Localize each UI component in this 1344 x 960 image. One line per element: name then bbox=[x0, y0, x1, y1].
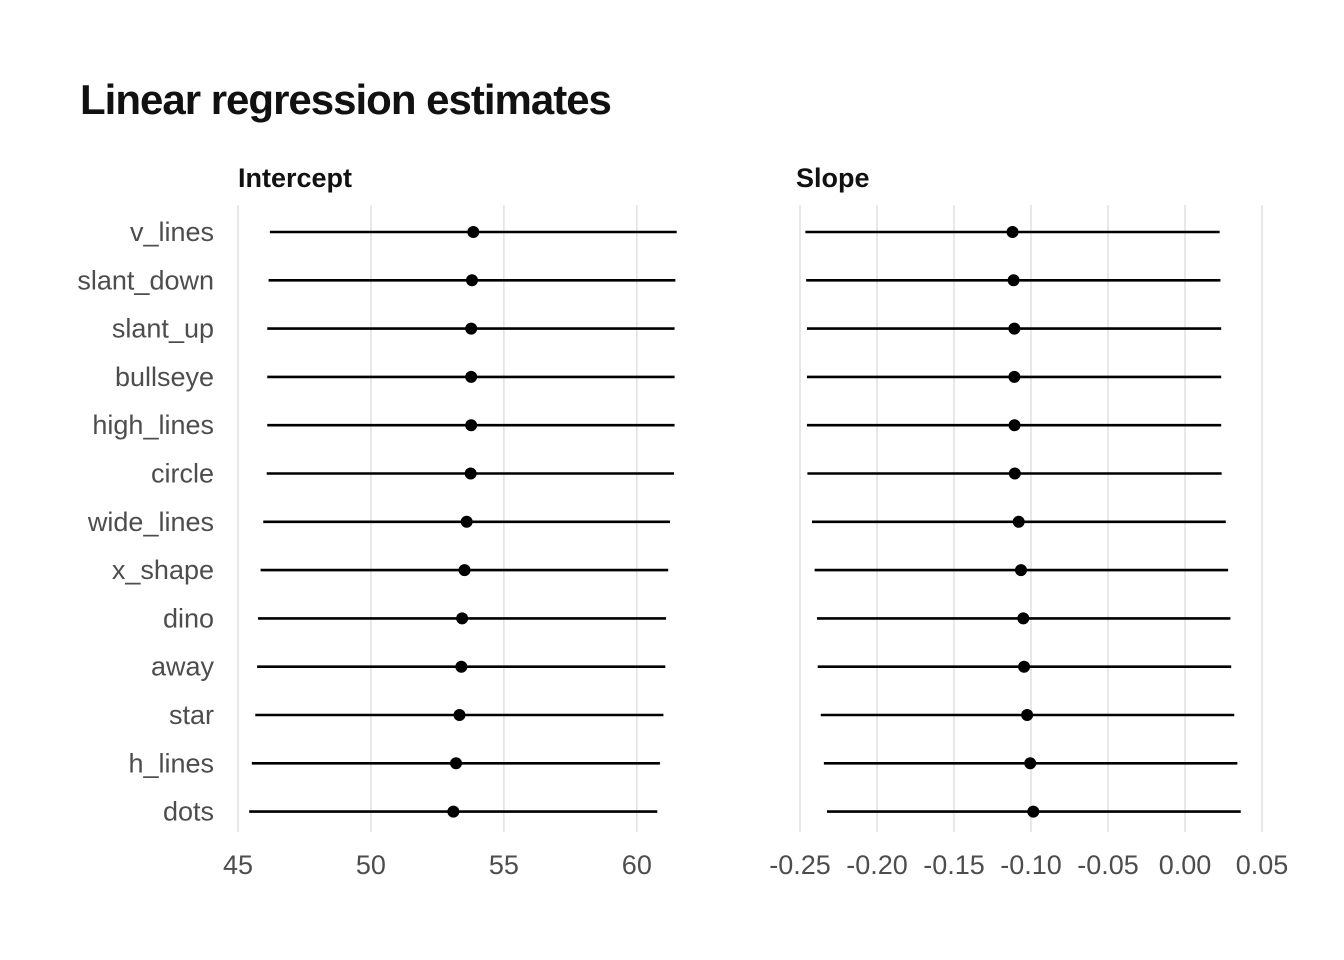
point-intercept-away bbox=[455, 660, 468, 673]
point-slope-slant-down bbox=[1007, 274, 1020, 287]
point-slope-high-lines bbox=[1008, 419, 1021, 432]
category-labels: v_lines slant_down slant_up bullseye high_li… bbox=[77, 217, 214, 827]
category-label-slant-down: slant_down bbox=[77, 265, 214, 295]
category-label-dots: dots bbox=[163, 797, 214, 827]
tick-label-slope-3: -0.10 bbox=[1000, 850, 1062, 880]
tick-label-slope-0: -0.25 bbox=[769, 850, 831, 880]
point-intercept-circle bbox=[464, 467, 477, 480]
point-intercept-dino bbox=[456, 612, 469, 625]
tick-label-intercept-1: 50 bbox=[356, 850, 386, 880]
point-intercept-slant-down bbox=[465, 274, 478, 287]
category-label-star: star bbox=[169, 700, 214, 730]
tick-label-slope-4: -0.05 bbox=[1077, 850, 1139, 880]
category-label-slant-up: slant_up bbox=[112, 314, 214, 344]
tick-label-slope-2: -0.15 bbox=[923, 850, 985, 880]
tick-label-slope-6: 0.05 bbox=[1236, 850, 1289, 880]
point-intercept-v-lines bbox=[467, 226, 480, 238]
point-intercept-x-shape bbox=[458, 564, 471, 577]
chart-title: Linear regression estimates bbox=[80, 76, 611, 123]
point-slope-circle bbox=[1008, 467, 1021, 480]
point-slope-wide-lines bbox=[1012, 515, 1025, 528]
category-label-v-lines: v_lines bbox=[130, 217, 214, 247]
category-label-high-lines: high_lines bbox=[92, 410, 214, 440]
point-slope-away bbox=[1018, 660, 1031, 673]
point-slope-dots bbox=[1027, 805, 1040, 818]
category-label-h-lines: h_lines bbox=[128, 748, 214, 778]
point-slope-v-lines bbox=[1006, 226, 1019, 238]
tick-label-intercept-3: 60 bbox=[622, 850, 652, 880]
tick-label-intercept-0: 45 bbox=[223, 850, 253, 880]
point-intercept-high-lines bbox=[465, 419, 478, 432]
point-intercept-h-lines bbox=[450, 757, 463, 770]
point-intercept-dots bbox=[447, 805, 460, 818]
facets: v_lines slant_down slant_up bullseye high_li… bbox=[77, 163, 1288, 880]
facet-intercept: Intercept 45 50 55 60 bbox=[223, 163, 677, 880]
point-intercept-wide-lines bbox=[460, 515, 473, 528]
point-slope-x-shape bbox=[1014, 564, 1027, 577]
point-intercept-star bbox=[453, 709, 466, 721]
category-label-dino: dino bbox=[163, 603, 214, 633]
point-intercept-bullseye bbox=[465, 370, 478, 383]
point-slope-star bbox=[1021, 709, 1034, 721]
category-label-away: away bbox=[151, 652, 215, 682]
category-label-x-shape: x_shape bbox=[112, 555, 214, 585]
tick-label-slope-1: -0.20 bbox=[846, 850, 908, 880]
facet-slope: Slope -0.25 -0.20 -0.15 -0.10 -0.05 0.00 0.05 bbox=[769, 163, 1288, 880]
point-intercept-slant-up bbox=[465, 322, 478, 335]
tick-label-slope-5: 0.00 bbox=[1159, 850, 1212, 880]
point-slope-h-lines bbox=[1024, 757, 1037, 770]
point-slope-dino bbox=[1017, 612, 1030, 625]
point-slope-slant-up bbox=[1008, 322, 1021, 335]
facet-title-slope: Slope bbox=[796, 163, 870, 193]
facet-title-intercept: Intercept bbox=[238, 163, 352, 193]
category-label-wide-lines: wide_lines bbox=[87, 507, 214, 537]
category-label-bullseye: bullseye bbox=[115, 362, 214, 392]
tick-label-intercept-2: 55 bbox=[489, 850, 519, 880]
point-slope-bullseye bbox=[1008, 370, 1021, 383]
category-label-circle: circle bbox=[151, 459, 214, 489]
